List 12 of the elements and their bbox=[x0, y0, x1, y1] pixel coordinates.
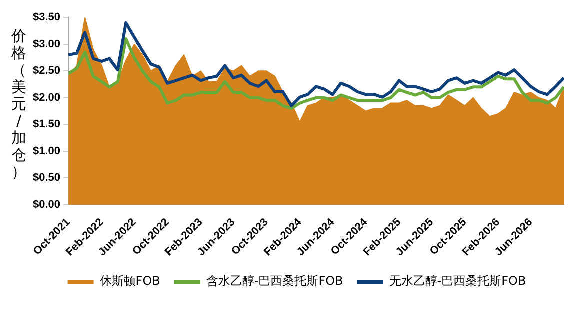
y-tick-label: $0.00 bbox=[32, 198, 61, 211]
legend-label: 休斯顿FOB bbox=[100, 274, 160, 288]
y-tick-label: $0.50 bbox=[32, 172, 61, 184]
text: 价格（美元/加仓） bbox=[12, 27, 26, 181]
legend-label: 含水乙醇-巴西桑托斯FOB bbox=[206, 274, 344, 288]
y-tick-label: $1.50 bbox=[32, 118, 61, 131]
y-tick-label: $1.00 bbox=[32, 145, 61, 158]
legend-label: 无水乙醇-巴西桑托斯FOB bbox=[389, 274, 526, 288]
y-tick-label: $3.50 bbox=[32, 12, 61, 24]
y-tick-label: $2.00 bbox=[32, 92, 61, 104]
y-tick-label: $2.50 bbox=[32, 65, 61, 78]
y-tick-label: $3.00 bbox=[32, 38, 61, 50]
